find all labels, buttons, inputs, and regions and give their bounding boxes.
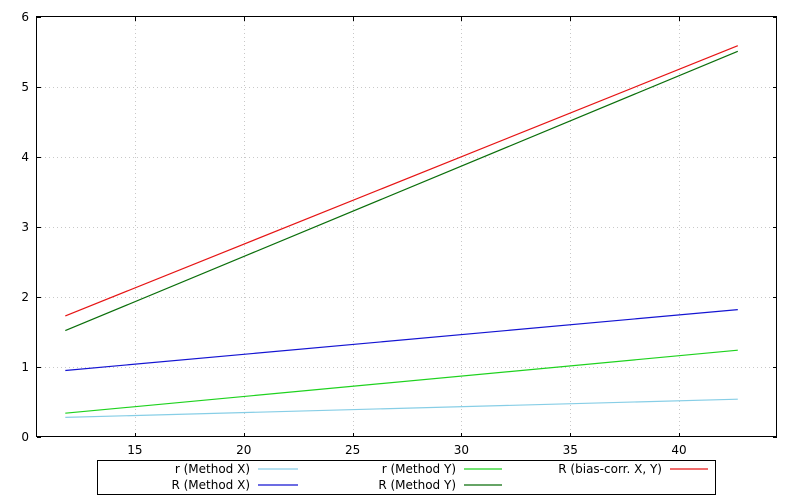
x-tick-label: 25 <box>345 443 360 457</box>
series-line <box>65 309 738 372</box>
y-tick-label: 6 <box>21 10 29 24</box>
y-tick-label: 0 <box>21 430 29 444</box>
x-tick-label: 20 <box>236 443 251 457</box>
axis-ticks: 0 1 2 3 4 5 6 15 20 25 30 35 40 <box>21 10 777 457</box>
plot-area <box>36 16 777 437</box>
series-lines <box>65 45 739 418</box>
y-tick-label: 2 <box>21 290 29 304</box>
y-tick-label: 4 <box>21 150 29 164</box>
y-tick-label: 5 <box>21 80 29 94</box>
y-tick-label: 3 <box>21 220 29 234</box>
legend-label: R (bias-corr. X, Y) <box>558 462 662 476</box>
x-tick-label: 15 <box>127 443 142 457</box>
legend: r (Method X) R (Method X) r (Method Y) R (M… <box>97 460 716 495</box>
legend-label: R (Method Y) <box>378 478 456 492</box>
x-tick-label: 30 <box>454 443 469 457</box>
x-tick-label: 40 <box>671 443 686 457</box>
series-line <box>65 349 738 414</box>
legend-box <box>97 460 716 495</box>
series-line <box>65 398 738 418</box>
legend-label: R (Method X) <box>171 478 250 492</box>
legend-label: r (Method Y) <box>382 462 456 476</box>
x-tick-label: 35 <box>563 443 578 457</box>
grid <box>37 17 777 437</box>
series-line <box>65 45 739 317</box>
legend-label: r (Method X) <box>175 462 250 476</box>
y-tick-label: 1 <box>21 360 29 374</box>
series-line <box>65 50 739 332</box>
